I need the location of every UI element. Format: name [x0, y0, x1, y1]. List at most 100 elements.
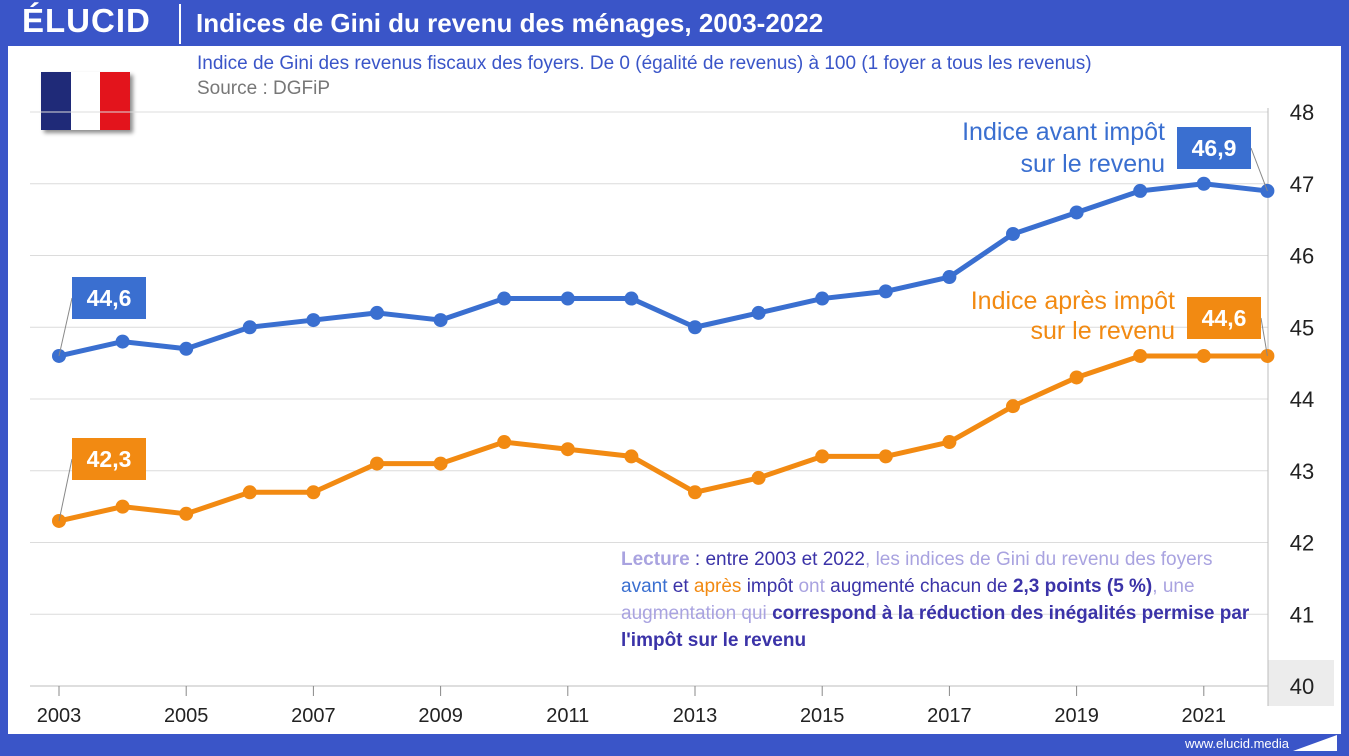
- brand-logo: ÉLUCID: [22, 2, 151, 39]
- data-point: [560, 442, 575, 457]
- end-value-label: 44,6: [1202, 305, 1247, 331]
- start-value-label: 42,3: [87, 446, 132, 472]
- x-tick-label: 2015: [800, 705, 845, 727]
- data-point: [433, 313, 448, 328]
- data-point: [1069, 370, 1084, 385]
- y-tick-label: 47: [1290, 172, 1314, 197]
- chart-source: Source : DGFiP: [197, 78, 331, 99]
- y-tick-label: 46: [1290, 244, 1314, 269]
- chart-subtitle: Indice de Gini des revenus fiscaux des f…: [197, 53, 1092, 74]
- series-name-label: Indice après impôt: [971, 287, 1175, 315]
- data-point: [1196, 176, 1211, 191]
- chart-title: Indices de Gini du revenu des ménages, 2…: [196, 8, 824, 38]
- reading-part: augmenté chacun de: [824, 576, 1013, 597]
- series-line: [56, 181, 1270, 359]
- y-tick-label: 44: [1290, 387, 1314, 412]
- data-point: [878, 449, 893, 464]
- reading-points: 2,3 points (5 %): [1012, 576, 1153, 597]
- data-point: [815, 291, 830, 306]
- reading-part: , une augmentation qui: [621, 576, 1195, 624]
- reading-conclusion: correspond à la réduction des inégalités…: [621, 603, 1250, 651]
- x-tick-label: 2019: [1054, 705, 1099, 727]
- data-point: [179, 506, 194, 521]
- data-point: [942, 270, 957, 285]
- x-tick-label: 2021: [1182, 705, 1227, 727]
- reading-part: , les indices de Gini du revenu des foye…: [865, 549, 1213, 570]
- data-point: [115, 499, 130, 514]
- series-name-label: sur le revenu: [1030, 317, 1175, 345]
- labels-layer: 44,6 46,9 Indice avant impôt sur le revenu 4…: [58, 118, 1268, 522]
- data-point: [1006, 399, 1020, 414]
- data-point: [1069, 205, 1084, 220]
- end-value-box: [1177, 127, 1251, 169]
- start-value-label: 44,6: [87, 285, 132, 311]
- data-point: [306, 485, 321, 500]
- data-point: [560, 291, 575, 306]
- data-point: [815, 449, 830, 464]
- y-tick-label: 41: [1290, 602, 1314, 627]
- data-point: [1133, 183, 1148, 198]
- flag-band-blue: [41, 72, 71, 130]
- reading-part: ont: [798, 576, 825, 597]
- reading-avant: avant: [621, 576, 668, 597]
- y-tick-label: 40: [1290, 674, 1314, 699]
- x-tick-label: 2003: [37, 705, 82, 727]
- x-tick-label: 2017: [927, 705, 972, 727]
- x-tick-label: 2013: [673, 705, 718, 727]
- series-name-label: sur le revenu: [1020, 150, 1165, 178]
- data-point: [370, 456, 384, 471]
- y-tick-label: 45: [1290, 315, 1314, 340]
- data-point: [242, 320, 257, 335]
- reading-note: Lecture : entre 2003 et 2022, les indice…: [621, 546, 1251, 654]
- x-tick-label: 2007: [291, 705, 336, 727]
- start-value-box: [72, 277, 146, 319]
- label-connector: [1260, 317, 1268, 357]
- data-point: [688, 485, 702, 500]
- reading-apres: après: [693, 576, 742, 597]
- start-value-box: [72, 438, 146, 480]
- data-point: [942, 435, 957, 450]
- x-axis-ticks: 2003 2005 2007 2009 2011 2013 2015 2017 2019 2021: [37, 686, 1226, 727]
- y-tick-label: 48: [1290, 100, 1314, 125]
- data-point: [115, 334, 130, 349]
- france-flag-icon: [41, 72, 131, 130]
- data-point: [878, 284, 893, 299]
- header-bar: ÉLUCID Indices de Gini du revenu des mén…: [0, 0, 1349, 46]
- elucid-mark-icon: [1293, 735, 1337, 751]
- data-point: [751, 470, 766, 485]
- header-divider: [179, 4, 181, 44]
- series-line: [56, 353, 1270, 524]
- series-name-label: Indice avant impôt: [962, 118, 1165, 146]
- reading-lead: Lecture: [621, 549, 690, 570]
- footer-url[interactable]: www.elucid.media: [1184, 736, 1289, 751]
- y-axis-ticks: 40 41 42 43 44 45 46 47 48: [1290, 100, 1314, 699]
- x-tick-label: 2005: [164, 705, 209, 727]
- reading-part: : entre 2003 et 2022: [689, 549, 866, 570]
- data-point: [179, 341, 194, 356]
- end-value-label: 46,9: [1192, 135, 1237, 161]
- reading-part: impôt: [741, 576, 799, 597]
- chart-panel: [8, 46, 1341, 734]
- x-tick-label: 2009: [418, 705, 463, 727]
- label-connector: [1250, 147, 1268, 192]
- data-point: [306, 313, 321, 328]
- data-point: [497, 291, 512, 306]
- x-tick-label: 2011: [546, 705, 589, 727]
- data-point: [624, 291, 639, 306]
- data-point: [751, 305, 766, 320]
- gini-line-chart: 2003 2005 2007 2009 2011 2013 2015 2017 2019 2021…: [30, 100, 1334, 727]
- data-point: [688, 320, 702, 335]
- y-tick-label: 42: [1290, 531, 1314, 556]
- series-layer: [52, 176, 1275, 528]
- data-point: [433, 456, 448, 471]
- data-point: [624, 449, 639, 464]
- end-value-box: [1187, 297, 1261, 339]
- flag-band-red: [100, 72, 131, 130]
- y40-background: [1268, 660, 1334, 706]
- y-tick-label: 43: [1290, 459, 1314, 484]
- data-point: [1196, 348, 1211, 363]
- flag-band-white: [70, 72, 101, 130]
- data-point: [242, 485, 257, 500]
- label-connector: [58, 297, 73, 357]
- data-point: [1133, 348, 1148, 363]
